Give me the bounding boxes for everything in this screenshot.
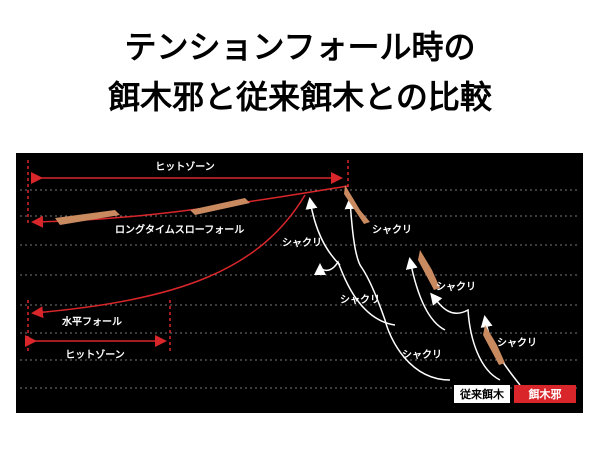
legend-label: 従来餌木 <box>459 387 505 401</box>
lure <box>190 198 250 215</box>
jerk-label: シャクリ <box>372 224 412 236</box>
fall-label: ロングタイムスローフォール <box>115 223 244 236</box>
jerk-label: シャクリ <box>436 281 476 293</box>
hit-zone-label: ヒットゾーン <box>155 160 215 173</box>
lure <box>483 325 505 365</box>
fall-label: 水平フォール <box>61 315 122 328</box>
horizontal-fall-path <box>31 194 306 319</box>
legend-box <box>454 385 510 403</box>
jerk-label: シャクリ <box>497 337 537 349</box>
jerk-label: シャクリ <box>340 294 380 306</box>
title-line: 餌木邪と従来餌木との比較 <box>108 78 493 116</box>
jerk-label: シャクリ <box>402 349 442 361</box>
hit-zone-label: ヒットゾーン <box>65 348 125 361</box>
legend-label: 餌木邪 <box>528 387 562 401</box>
title-line: テンションフォール時の <box>124 28 475 66</box>
jerk-label: シャクリ <box>282 237 322 249</box>
lure <box>418 250 440 290</box>
lure <box>344 185 370 224</box>
panel <box>16 153 583 413</box>
lure <box>55 210 120 225</box>
legend-box <box>514 385 576 403</box>
hit-zones <box>25 160 349 352</box>
